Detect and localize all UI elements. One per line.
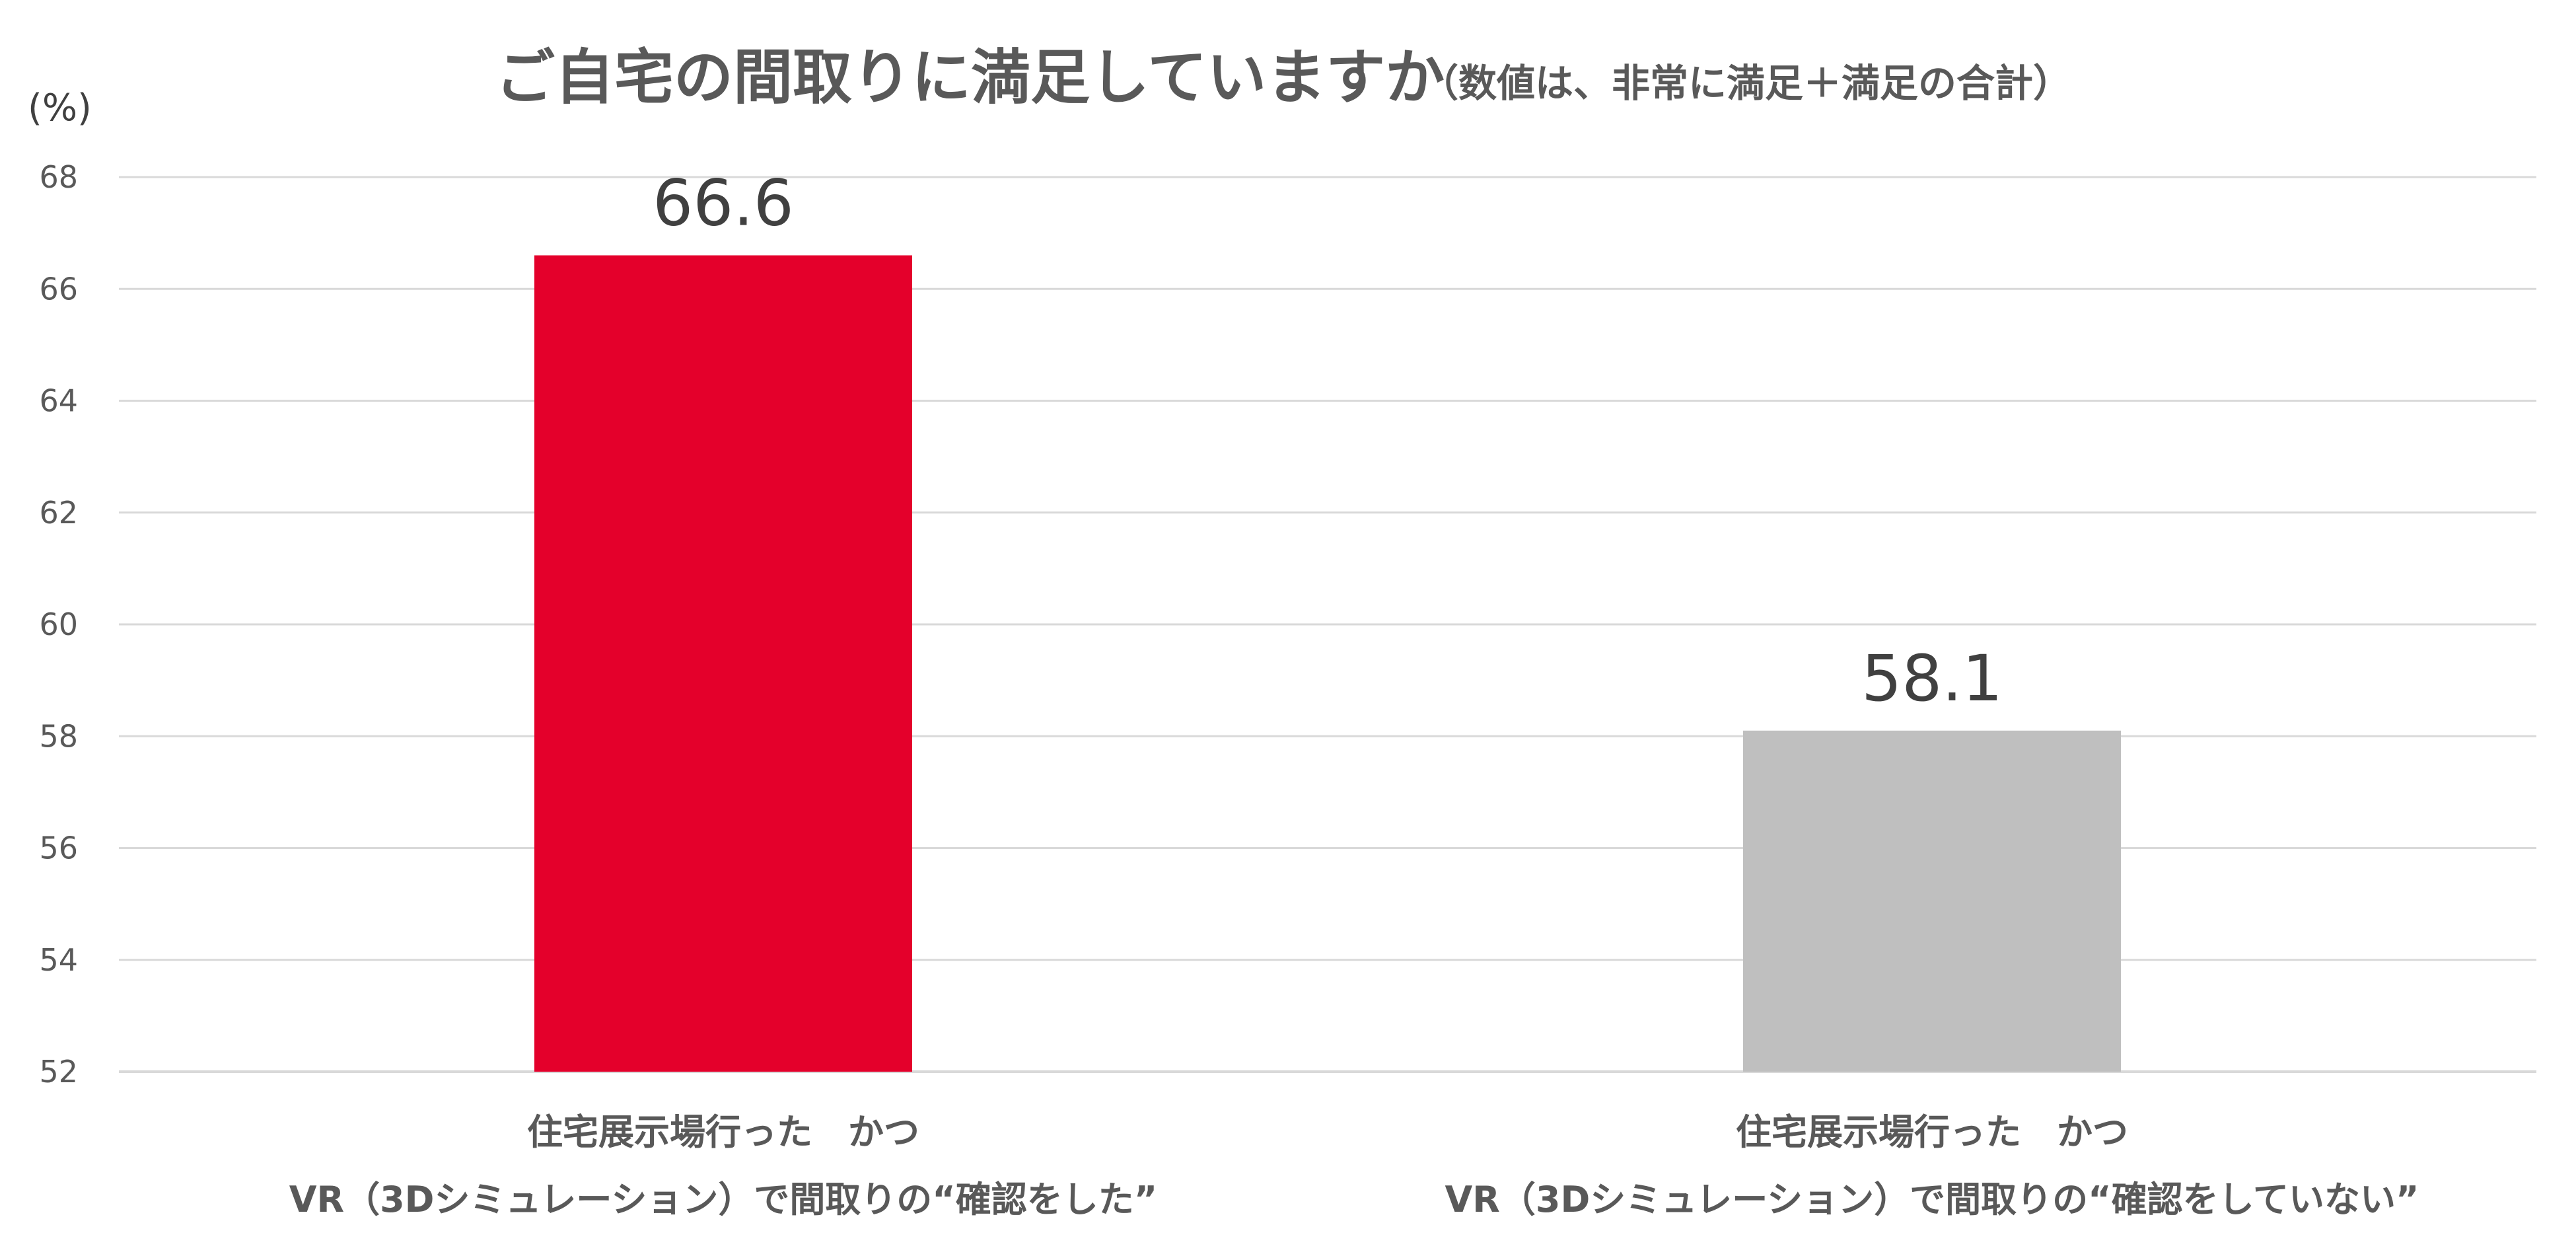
gridlines bbox=[119, 176, 2536, 1073]
y-tick-label: 60 bbox=[39, 607, 78, 642]
y-tick-label: 62 bbox=[39, 495, 78, 531]
data-label: 58.1 bbox=[1861, 642, 2003, 716]
y-tick-label: 64 bbox=[39, 383, 78, 419]
bar bbox=[1743, 730, 2121, 1072]
y-axis-ticks: 52 54 56 58 60 62 64 66 68 bbox=[39, 159, 78, 1090]
x-axis-categories: 住宅展示場行った かつ VR（3Dシミュレーション）で間取りの“確認をした” 住宅展… bbox=[289, 1111, 2419, 1220]
data-label: 66.6 bbox=[653, 166, 794, 240]
y-tick-label: 68 bbox=[39, 159, 78, 195]
bar bbox=[534, 255, 912, 1072]
y-tick-label: 54 bbox=[39, 942, 78, 978]
category-label: 住宅展示場行った かつ bbox=[527, 1111, 919, 1153]
chart-subtitle: （数値は、非常に満足＋満足の合計） bbox=[1420, 61, 2071, 106]
bars bbox=[534, 255, 2121, 1072]
y-tick-label: 52 bbox=[39, 1054, 78, 1090]
y-axis-unit-label: (%) bbox=[28, 87, 92, 130]
y-tick-label: 58 bbox=[39, 718, 78, 754]
category-label: VR（3Dシミュレーション）で間取りの“確認をしていない” bbox=[1445, 1179, 2419, 1220]
category-label: 住宅展示場行った かつ bbox=[1736, 1111, 2128, 1153]
category-label: VR（3Dシミュレーション）で間取りの“確認をした” bbox=[289, 1179, 1158, 1220]
y-tick-label: 56 bbox=[39, 831, 78, 866]
chart-title: ご自宅の間取りに満足していますか bbox=[495, 43, 1445, 112]
y-tick-label: 66 bbox=[39, 271, 78, 307]
data-labels: 66.6 58.1 bbox=[653, 166, 2003, 715]
